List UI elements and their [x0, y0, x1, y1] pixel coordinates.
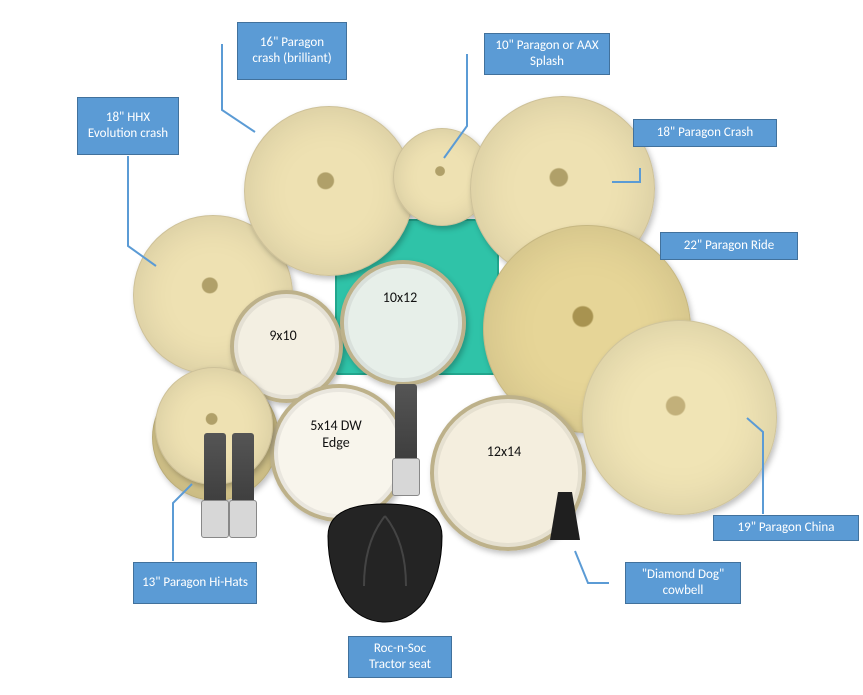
callout-ride: 22" Paragon Ride — [660, 232, 798, 260]
pedal-2 — [232, 433, 254, 538]
cymbal-china — [582, 320, 777, 515]
tom-10x12 — [340, 260, 466, 386]
callout-cowbell: "Diamond Dog" cowbell — [625, 562, 741, 604]
callout-hihat: 13" Paragon Hi-Hats — [133, 562, 257, 604]
drum-seat — [316, 496, 454, 624]
cowbell — [548, 490, 582, 546]
callout-seat: Roc-n-Soc Tractor seat — [348, 636, 452, 678]
drum-kit-diagram: 9x10 10x12 5x14 DWEdge 12x14 18" HHX Evo… — [0, 0, 863, 695]
callout-16-crash: 16" Paragon crash (brilliant) — [237, 22, 347, 80]
pedal-1 — [204, 433, 226, 538]
pedal-3 — [395, 384, 417, 496]
cymbal-16-crash — [244, 106, 414, 276]
callout-splash: 10" Paragon or AAX Splash — [484, 33, 610, 75]
callout-china: 19" Paragon China — [713, 515, 859, 541]
callout-hhx-crash: 18" HHX Evolution crash — [77, 97, 179, 155]
callout-18-crash: 18" Paragon Crash — [633, 119, 777, 147]
